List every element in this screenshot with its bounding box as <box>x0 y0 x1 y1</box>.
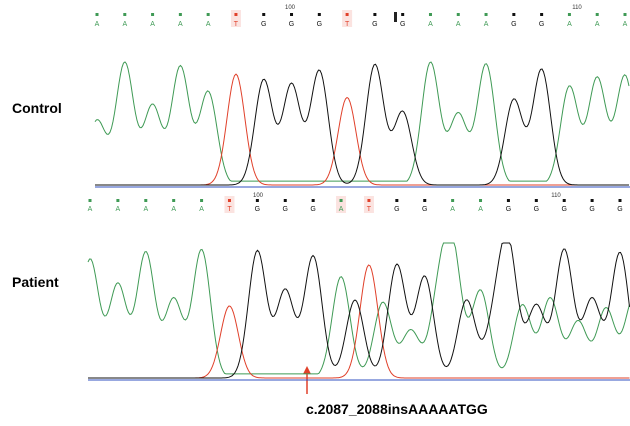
base-call: G <box>617 206 622 213</box>
position-label: 110 <box>551 193 561 199</box>
base-call: A <box>428 21 433 28</box>
base-square <box>596 13 599 16</box>
base-call: G <box>261 21 266 28</box>
base-call: G <box>310 206 315 213</box>
base-call: A <box>595 21 600 28</box>
panel-label: Patient <box>12 274 59 290</box>
base-call: G <box>317 21 322 28</box>
base-call: G <box>506 206 511 213</box>
base-call: G <box>589 206 594 213</box>
base-square <box>172 199 175 202</box>
base-call: G <box>511 21 516 28</box>
trace <box>88 243 630 378</box>
base-square <box>540 13 543 16</box>
base-square <box>507 199 510 202</box>
base-call: A <box>456 21 461 28</box>
base-square <box>89 199 92 202</box>
position-label: 110 <box>572 5 582 11</box>
base-call: A <box>206 21 211 28</box>
base-square <box>123 13 126 16</box>
base-square <box>284 199 287 202</box>
base-call: A <box>478 206 483 213</box>
base-square <box>367 199 370 202</box>
base-square <box>373 13 376 16</box>
base-call: G <box>400 21 405 28</box>
base-square <box>423 199 426 202</box>
base-call: A <box>116 206 121 213</box>
base-square <box>312 199 315 202</box>
base-call: A <box>143 206 148 213</box>
base-call: G <box>422 206 427 213</box>
base-square <box>619 199 622 202</box>
base-call: A <box>88 206 93 213</box>
base-square <box>395 199 398 202</box>
base-square <box>591 199 594 202</box>
base-square <box>429 13 432 16</box>
base-square <box>346 13 349 16</box>
trace <box>95 74 629 185</box>
base-call: G <box>283 206 288 213</box>
base-call: G <box>372 21 377 28</box>
base-square <box>256 199 259 202</box>
position-label: 100 <box>253 193 264 199</box>
base-square <box>535 199 538 202</box>
base-call: G <box>289 21 294 28</box>
base-square <box>451 199 454 202</box>
base-call: A <box>150 21 155 28</box>
base-square <box>340 199 343 202</box>
base-call: A <box>199 206 204 213</box>
annotation: c.2087_2088insAAAAATGG <box>306 401 488 417</box>
base-call: G <box>534 206 539 213</box>
base-square <box>401 13 404 16</box>
base-square <box>457 13 460 16</box>
base-call: G <box>255 206 260 213</box>
base-square <box>485 13 488 16</box>
base-call: A <box>178 21 183 28</box>
base-square <box>479 199 482 202</box>
base-square <box>512 13 515 16</box>
base-call: T <box>367 206 372 213</box>
base-square <box>116 199 119 202</box>
base-square <box>290 13 293 16</box>
base-square <box>262 13 265 16</box>
base-square <box>563 199 566 202</box>
base-call: A <box>450 206 455 213</box>
panel-label: Control <box>12 100 62 116</box>
base-square <box>568 13 571 16</box>
base-call: A <box>567 21 572 28</box>
base-square <box>234 13 237 16</box>
base-square <box>96 13 99 16</box>
base-call: T <box>345 21 350 28</box>
base-call: A <box>623 21 628 28</box>
base-square <box>200 199 203 202</box>
base-square <box>179 13 182 16</box>
base-square <box>228 199 231 202</box>
arrow-head <box>303 366 311 374</box>
base-square <box>624 13 627 16</box>
base-square <box>207 13 210 16</box>
base-call: T <box>227 206 232 213</box>
base-square <box>151 13 154 16</box>
position-label: 100 <box>285 5 296 11</box>
base-call: A <box>484 21 489 28</box>
base-call: G <box>539 21 544 28</box>
chromatogram-figure: Control Patient c.2087_2088insAAAAATGG A… <box>0 0 630 426</box>
base-call: A <box>339 206 344 213</box>
base-call: A <box>95 21 100 28</box>
base-call: A <box>122 21 127 28</box>
base-square <box>318 13 321 16</box>
base-call: G <box>561 206 566 213</box>
base-call: A <box>171 206 176 213</box>
base-call: T <box>234 21 239 28</box>
base-square <box>144 199 147 202</box>
base-call: G <box>394 206 399 213</box>
marker <box>394 12 397 22</box>
